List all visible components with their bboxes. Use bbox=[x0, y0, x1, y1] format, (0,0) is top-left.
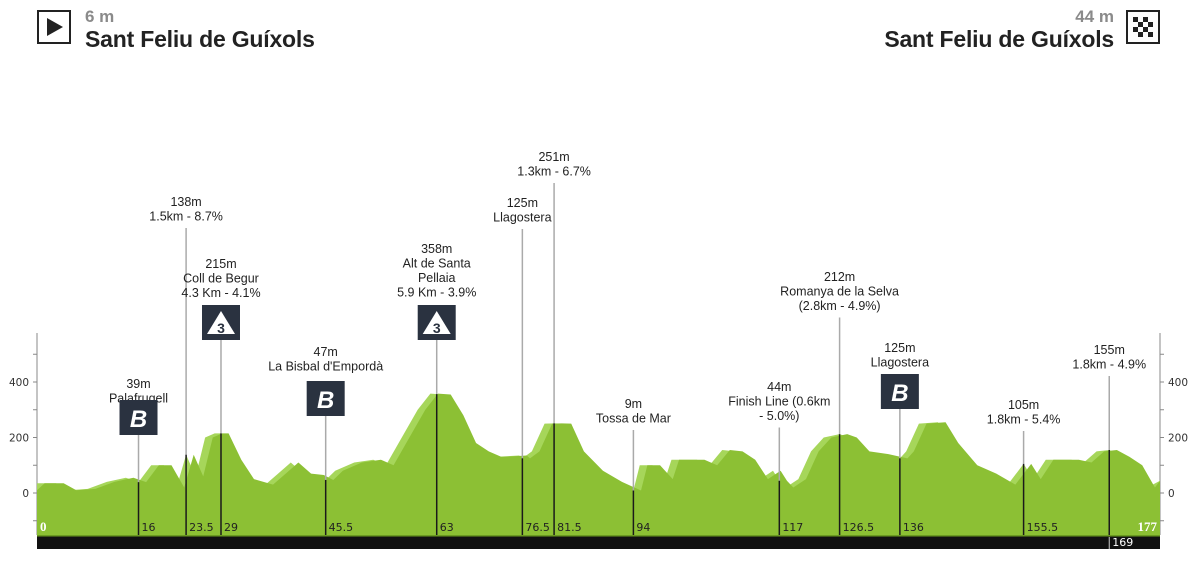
checkered-flag-icon bbox=[1126, 10, 1160, 44]
finish-location: 44 m Sant Feliu de Guíxols bbox=[884, 7, 1114, 53]
point-label: 105m bbox=[1008, 398, 1039, 412]
point-label: 1.5km - 8.7% bbox=[149, 210, 223, 224]
bar-km-label: 169 bbox=[1112, 536, 1133, 549]
mountain-icon bbox=[422, 311, 451, 334]
y-tick-label-right: 0 bbox=[1168, 488, 1175, 500]
point-label: Tossa de Mar bbox=[596, 412, 671, 426]
km-label: 45.5 bbox=[329, 521, 354, 534]
point-label: 9m bbox=[625, 397, 642, 411]
finish-altitude: 44 m bbox=[1075, 7, 1114, 26]
y-tick-label-right: 400 bbox=[1168, 377, 1188, 389]
climb-category-label: 3 bbox=[217, 320, 225, 336]
km-label: 23.5 bbox=[189, 521, 214, 534]
point-label: Pellaia bbox=[418, 271, 456, 285]
point-label: 212m bbox=[824, 270, 855, 284]
point-label: 1.8km - 4.9% bbox=[1072, 358, 1146, 372]
start-name: Sant Feliu de Guíxols bbox=[85, 26, 315, 52]
km-label: 29 bbox=[224, 521, 238, 534]
point-label: Llagostera bbox=[493, 211, 551, 225]
start-location: 6 m Sant Feliu de Guíxols bbox=[85, 7, 315, 53]
bonus-sprint-badge bbox=[880, 374, 919, 409]
point-label: - 5.0%) bbox=[759, 409, 799, 423]
point-label: Llagostera bbox=[871, 356, 929, 370]
point-label: 125m bbox=[884, 341, 915, 355]
km-label: 16 bbox=[142, 521, 156, 534]
point-label: 251m bbox=[538, 150, 569, 164]
bonus-sprint-label: B bbox=[891, 380, 908, 407]
km-label: 136 bbox=[903, 521, 924, 534]
point-label: 4.3 Km - 4.1% bbox=[181, 286, 260, 300]
y-tick-label-left: 400 bbox=[9, 377, 29, 389]
point-label: Finish Line (0.6km bbox=[728, 395, 830, 409]
bonus-sprint-badge bbox=[306, 381, 345, 416]
point-label: La Bisbal d'Empordà bbox=[268, 360, 383, 374]
bonus-sprint-badge bbox=[119, 400, 158, 435]
play-start-icon bbox=[37, 10, 71, 44]
y-tick-label-right: 200 bbox=[1168, 433, 1188, 445]
km-label: 126.5 bbox=[843, 521, 875, 534]
point-label: Coll de Begur bbox=[183, 272, 259, 286]
point-label: 39m bbox=[126, 377, 150, 391]
km-label: 117 bbox=[782, 521, 803, 534]
km-label: 81.5 bbox=[557, 521, 582, 534]
km-label: 177 bbox=[1138, 519, 1158, 534]
point-label: 1.8km - 5.4% bbox=[987, 413, 1061, 427]
bonus-sprint-label: B bbox=[130, 406, 147, 433]
distance-bar-edge bbox=[37, 535, 1160, 537]
point-label: 138m bbox=[170, 195, 201, 209]
mountain-icon bbox=[206, 311, 235, 334]
distance-bar bbox=[37, 535, 1160, 549]
finish-name: Sant Feliu de Guíxols bbox=[884, 26, 1114, 52]
point-label: 47m bbox=[314, 345, 338, 359]
km-label: 0 bbox=[40, 519, 47, 534]
profile-area bbox=[37, 393, 1160, 535]
point-label: Romanya de la Selva bbox=[780, 285, 899, 299]
point-label: 5.9 Km - 3.9% bbox=[397, 286, 476, 300]
km-label: 76.5 bbox=[525, 521, 550, 534]
point-label: 44m bbox=[767, 380, 791, 394]
point-label: 155m bbox=[1094, 343, 1125, 357]
point-label: 215m bbox=[205, 257, 236, 271]
point-label: (2.8km - 4.9%) bbox=[799, 299, 881, 313]
km-label: 63 bbox=[440, 521, 454, 534]
point-label: 1.3km - 6.7% bbox=[517, 165, 591, 179]
point-label: Alt de Santa bbox=[403, 257, 471, 271]
start-altitude: 6 m bbox=[85, 7, 115, 26]
km-label: 94 bbox=[636, 521, 650, 534]
point-label: 358m bbox=[421, 242, 452, 256]
climb-category-label: 3 bbox=[433, 320, 441, 336]
y-tick-label-left: 0 bbox=[22, 488, 29, 500]
point-label: 125m bbox=[507, 196, 538, 210]
y-tick-label-left: 200 bbox=[9, 433, 29, 445]
km-label: 155.5 bbox=[1027, 521, 1059, 534]
bonus-sprint-label: B bbox=[317, 387, 334, 414]
